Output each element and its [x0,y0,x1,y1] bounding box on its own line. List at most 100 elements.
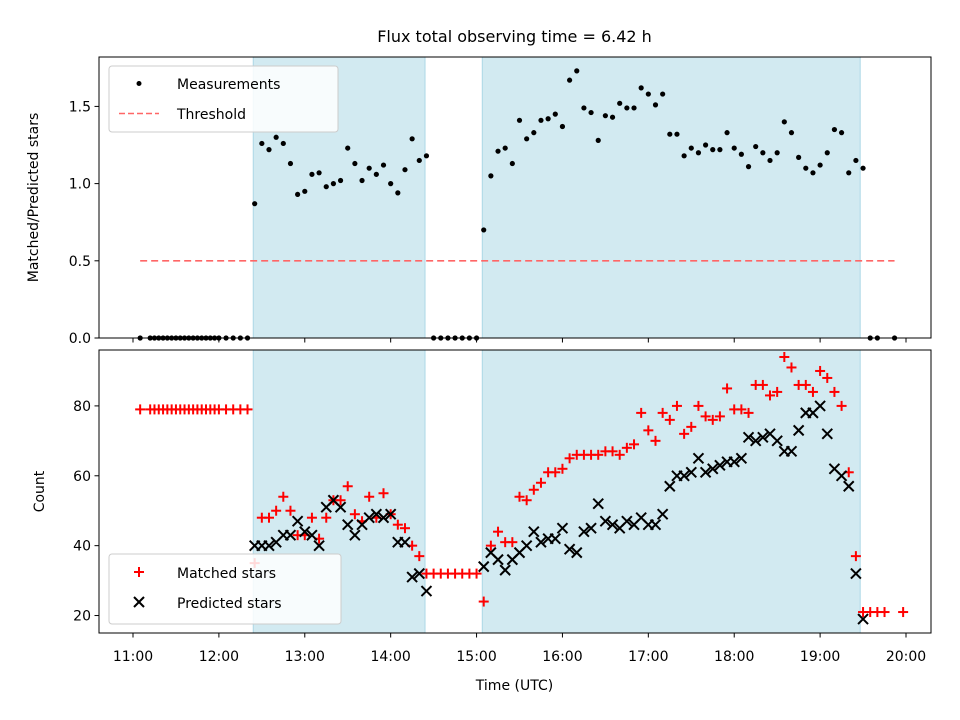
matched-star-point [686,421,697,432]
predicted-star-point [585,522,597,534]
x-axis-label: Time (UTC) [475,678,553,694]
predicted-star-point [821,428,833,440]
measurement-point [416,157,422,164]
measurement-point [638,85,644,91]
measurement-point [516,117,523,123]
matched-star-point [879,607,890,618]
predicted-star-point [792,424,805,437]
predicted-star-point [377,511,390,524]
matched-star-point [822,372,833,383]
matched-star-point [414,551,425,562]
matched-star-point [485,540,496,551]
measurement-point [796,154,802,160]
measurement-point [774,150,780,156]
predicted-star-point [313,539,325,552]
predicted-star-point [413,567,426,580]
predicted-star-point [649,518,662,531]
y-tick-label: 60 [73,469,91,485]
measurement-point [495,148,501,154]
matched-star-point [671,400,682,411]
matched-star-point [493,526,504,537]
measurement-point [588,109,594,116]
matched-star-point [471,568,482,579]
x-tick-label: 18:00 [714,649,754,665]
matched-star-point [836,400,847,411]
matched-star-point [898,607,909,618]
measurement-point [423,153,430,159]
matched-star-point [378,488,389,499]
measurement-point [738,151,744,157]
matched-star-point [743,407,754,418]
matched-star-point [507,537,518,548]
matched-star-point [829,386,840,397]
matched-star-point [364,491,375,502]
predicted-star-point [599,515,612,527]
legend-predicted-label: Predicted stars [177,596,282,612]
ratio-axes-frame [98,56,932,339]
matched-star-point [807,386,818,397]
matched-star-point [765,390,776,401]
measurement-point [380,162,387,168]
matched-star-point [478,596,489,607]
predicted-star-point [785,445,798,458]
matched-star-point [271,505,282,516]
measurement-point [831,126,838,133]
measurement-point [552,111,558,117]
measurement-point [509,160,515,167]
measurement-point [617,100,623,106]
predicted-star-point [664,480,676,492]
matched-star-point [614,449,625,460]
measurement-point [681,153,687,159]
x-tick-label: 13:00 [285,649,325,665]
measurement-point [388,181,394,187]
measurement-point [323,184,329,190]
matched-star-point [700,411,711,422]
x-tick-label: 11:00 [113,649,153,665]
predicted-star-point [692,452,705,465]
matched-star-point [736,404,747,415]
measurement-point [810,170,816,176]
predicted-star-point [342,518,354,531]
measurement-point [524,136,530,142]
predicted-star-point [757,431,769,444]
predicted-star-point [291,515,304,527]
count-points [135,351,909,625]
measurement-point [273,134,279,140]
ratio-panel: 0.0 0.5 1.0 1.5 Matched/Predicted stars Mea… [26,56,932,347]
predicted-star-point [707,463,719,475]
measurement-point [710,147,716,153]
matched-star-point [242,404,253,415]
matched-star-point [564,453,575,464]
measurement-point [316,170,322,176]
legend-measurements-label: Measurements [177,77,280,93]
measurement-point [488,173,494,179]
measurement-point [359,177,365,184]
predicted-star-point [535,536,547,548]
measurement-point [337,177,344,184]
matched-star-point [263,512,274,523]
predicted-star-point [843,480,855,492]
x-tick-label: 17:00 [628,649,668,665]
predicted-star-point [685,466,697,478]
predicted-star-point [699,466,712,478]
observing-window [481,56,861,339]
ratio-x-ticks [132,338,907,343]
predicted-star-point [592,498,604,510]
matched-star-point [593,449,604,460]
measurement-point [602,113,608,119]
matched-star-point [321,512,332,523]
measurement-point [402,167,408,173]
y-tick-label: 80 [73,399,91,415]
y-tick-label: 0.0 [69,331,91,347]
predicted-star-point [284,529,297,541]
matched-star-point [679,428,690,439]
matched-star-point [278,491,289,502]
measurement-point [559,123,566,130]
measurement-point [853,157,859,164]
predicted-star-point [742,431,755,444]
measurement-point [567,77,573,83]
measurement-point [660,91,666,97]
legend-matched-label: Matched stars [177,566,276,582]
matched-star-point [722,383,733,394]
